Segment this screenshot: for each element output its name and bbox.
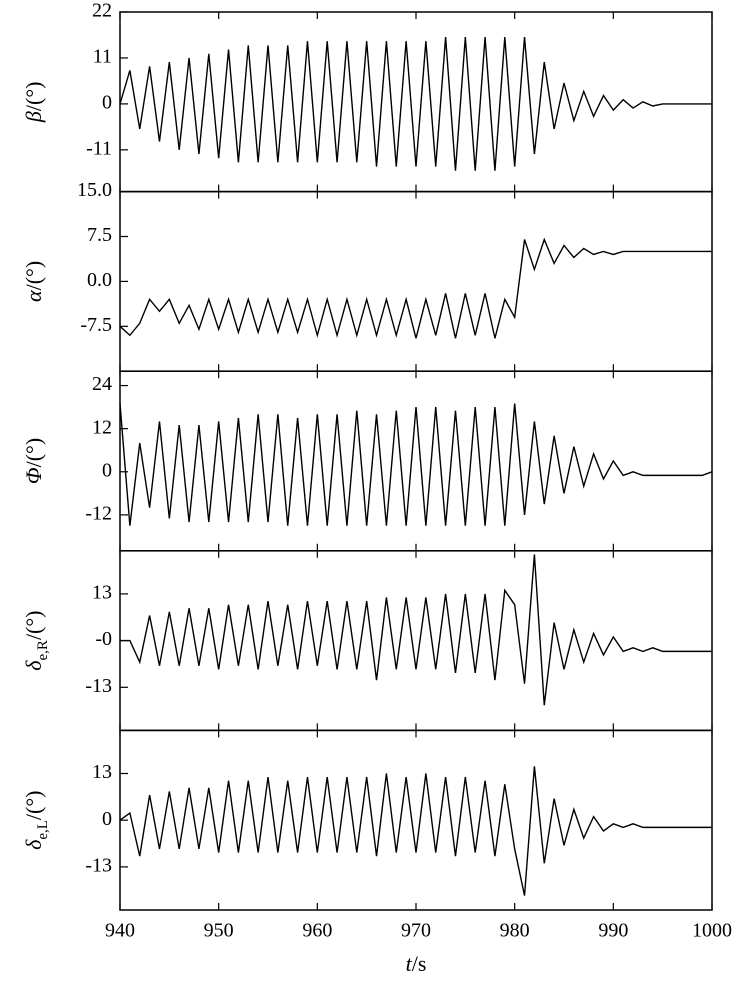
y-label-part: e,R — [35, 640, 51, 660]
panel-frame — [119, 550, 713, 732]
y-axis-label: δe,R/(°) — [21, 610, 51, 670]
y-tick-label: -11 — [86, 137, 112, 159]
y-tick-label: 24 — [92, 373, 112, 395]
x-tick-label: 950 — [204, 920, 234, 942]
data-line — [119, 403, 713, 526]
y-tick-label: 0 — [102, 808, 112, 830]
y-tick-label: 22 — [92, 0, 112, 22]
x-tick-label: 990 — [598, 920, 628, 942]
y-tick-label: 11 — [93, 46, 112, 68]
y-tick-label: -13 — [85, 854, 112, 876]
y-label-part: β — [21, 111, 46, 123]
data-line — [119, 37, 712, 171]
y-label-part: /(°) — [21, 438, 46, 468]
y-label-part: δ — [21, 839, 46, 850]
x-label-part: t — [406, 951, 413, 976]
data-line — [119, 237, 712, 339]
x-label-part: /s — [412, 951, 427, 976]
y-label-part: /(°) — [21, 261, 46, 291]
x-tick-label: 980 — [500, 920, 530, 942]
y-label-part: α — [21, 290, 46, 302]
y-label-part: Φ — [21, 467, 46, 484]
x-tick-label: 970 — [401, 920, 431, 942]
y-tick-label: -12 — [85, 502, 112, 524]
y-tick-label: 0.0 — [87, 269, 112, 291]
y-tick-label: -13 — [85, 675, 112, 697]
y-tick-label: 15.0 — [77, 179, 112, 201]
panel-frame — [119, 190, 713, 372]
y-tick-label: -0 — [95, 628, 112, 650]
y-tick-label: 12 — [92, 416, 112, 438]
y-label-part: /(°) — [21, 610, 46, 640]
y-tick-label: 13 — [92, 581, 112, 603]
y-label-part: δ — [21, 660, 46, 671]
y-label-part: /(°) — [21, 791, 46, 821]
panel-frame — [119, 729, 713, 911]
y-axis-label: δe,L/(°) — [21, 791, 51, 850]
data-line — [119, 766, 712, 896]
x-axis-label: t/s — [406, 951, 427, 976]
y-axis-label: Φ/(°) — [21, 438, 46, 484]
x-tick-label: 960 — [302, 920, 332, 942]
panel-frame — [119, 370, 713, 552]
y-label-part: e,L — [35, 820, 51, 840]
x-tick-label: 940 — [105, 920, 135, 942]
data-line — [120, 554, 712, 706]
y-tick-label: 13 — [92, 761, 112, 783]
y-tick-label: 0 — [102, 459, 112, 481]
y-axis-label: α/(°) — [21, 261, 46, 302]
y-tick-label: -7.5 — [80, 314, 112, 336]
y-tick-label: 0 — [102, 91, 112, 113]
y-label-part: /(°) — [21, 82, 46, 112]
x-tick-label: 1000 — [692, 920, 732, 942]
y-axis-label: β/(°) — [21, 82, 46, 124]
y-tick-label: 7.5 — [87, 224, 112, 246]
